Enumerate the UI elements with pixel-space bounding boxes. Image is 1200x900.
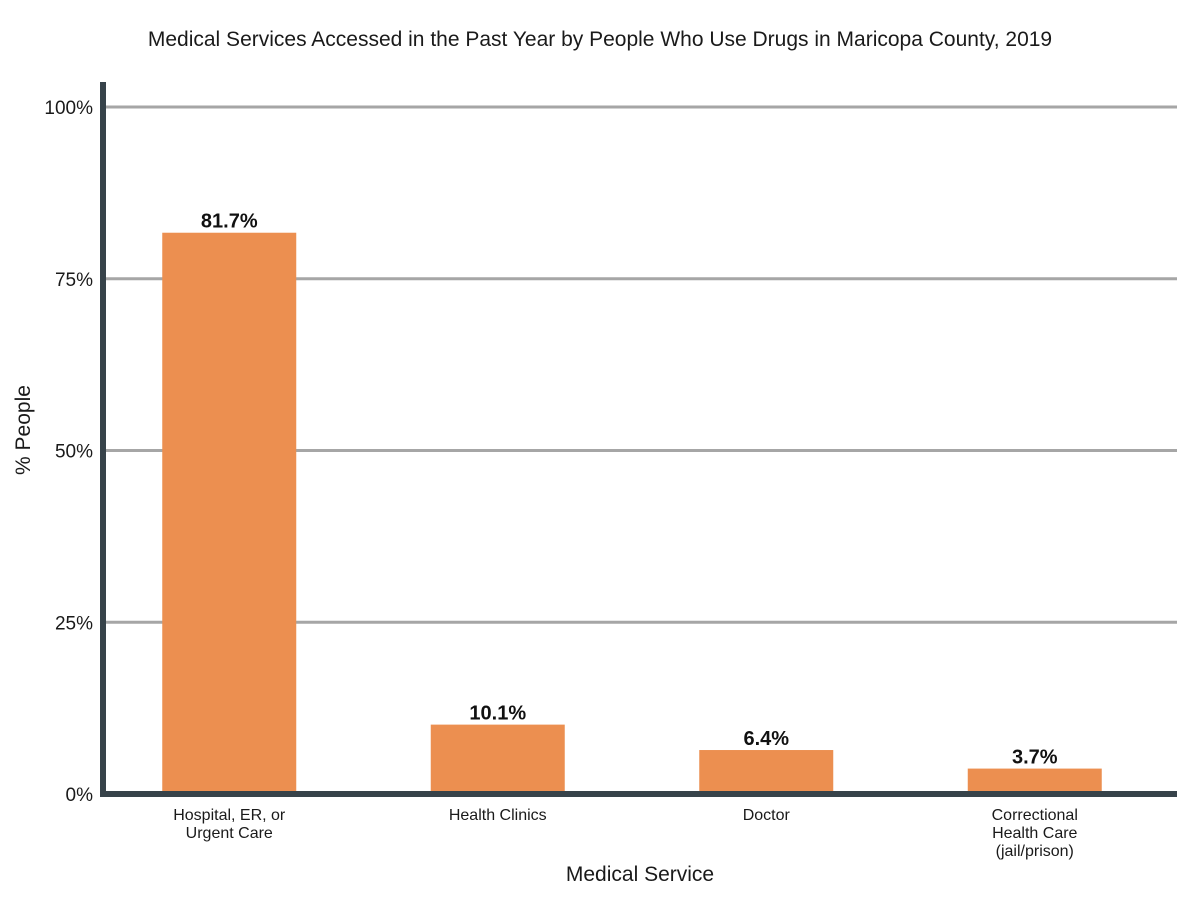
- chart-title: Medical Services Accessed in the Past Ye…: [148, 28, 1052, 51]
- y-tick-label: 25%: [55, 613, 93, 634]
- bar: [162, 232, 297, 794]
- data-label: 81.7%: [201, 211, 258, 233]
- bar: [699, 750, 834, 794]
- x-axis-label: Medical Service: [566, 863, 714, 886]
- x-tick-label: Correctional Health Care (jail/prison): [992, 807, 1078, 860]
- y-tick-labels: 0% 25% 50% 75% 100%: [44, 98, 93, 806]
- x-tick-label: Doctor: [743, 807, 791, 824]
- data-label: 10.1%: [469, 703, 526, 725]
- axes: [100, 82, 1177, 797]
- y-tick-label: 100%: [44, 98, 93, 119]
- data-label: 3.7%: [1012, 747, 1058, 769]
- x-tick-labels: Hospital, ER, or Urgent Care Health Clinic…: [173, 807, 1078, 860]
- data-label: 6.4%: [743, 728, 789, 750]
- y-tick-label: 75%: [55, 270, 93, 291]
- bar: [967, 768, 1102, 794]
- bars: 81.7% 10.1% 6.4% 3.7%: [162, 211, 1102, 794]
- y-axis-label: % People: [12, 385, 35, 475]
- y-tick-label: 50%: [55, 442, 93, 463]
- x-tick-label: Health Clinics: [449, 807, 547, 824]
- bar: [430, 724, 565, 794]
- x-tick-label: Hospital, ER, or Urgent Care: [173, 807, 286, 842]
- y-tick-label: 0%: [66, 785, 94, 806]
